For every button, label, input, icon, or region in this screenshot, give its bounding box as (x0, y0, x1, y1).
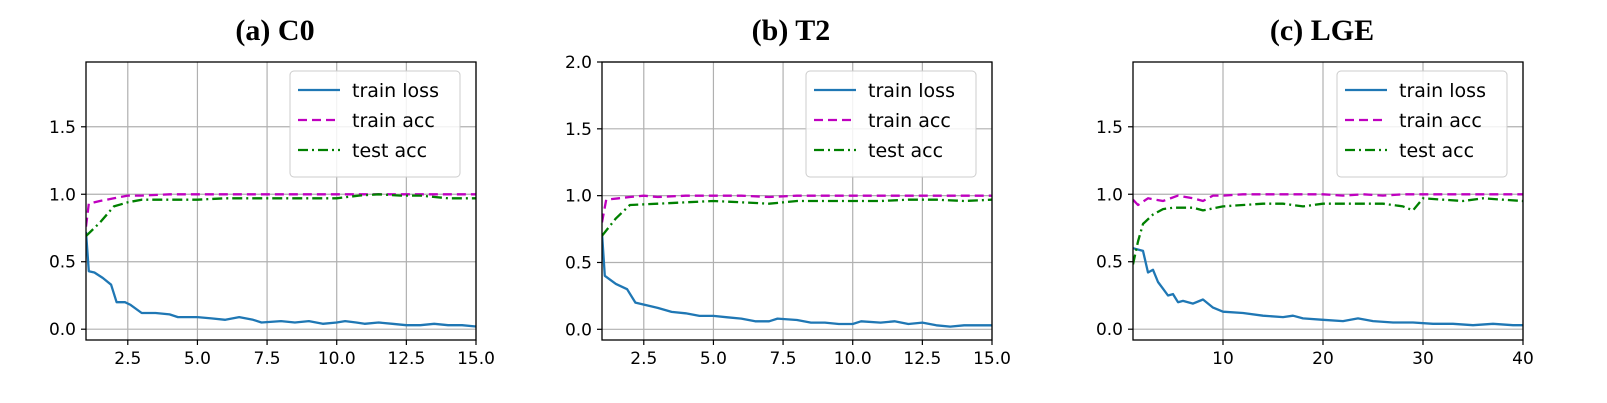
x-tick-label: 12.5 (903, 349, 941, 369)
chart-panel-2: (b) T2 2.5 5.0 7.5 10.0 12.5 15.0 0.0 0.5 1.0 1.5 2… (565, 14, 1011, 369)
y-tick-label: 2.0 (565, 53, 592, 73)
chart-panel-1: (a) C0 2.5 5.0 7.5 10.0 12.5 15.0 0.0 0.5 1.0 1.5 t… (49, 14, 495, 369)
x-tick-label: 10.0 (834, 349, 872, 369)
y-tick-label: 0.5 (565, 253, 592, 273)
legend-label: train acc (352, 110, 435, 132)
legend-label: test acc (868, 140, 943, 162)
series-line-train-loss (1133, 247, 1523, 327)
y-tick-label: 1.0 (49, 185, 76, 205)
x-tick-label: 2.5 (114, 349, 141, 369)
y-tick-label: 0.0 (565, 320, 592, 340)
x-tick-label: 10 (1212, 349, 1234, 369)
x-tick-label: 40 (1512, 349, 1534, 369)
y-tick-label: 1.5 (565, 120, 592, 140)
x-tick-label: 5.0 (184, 349, 211, 369)
series-line-test-acc (1133, 197, 1523, 265)
panel-title: (c) LGE (1270, 14, 1374, 47)
x-tick-label: 5.0 (700, 349, 727, 369)
x-tick-label: 7.5 (770, 349, 797, 369)
series-line-test-acc (86, 193, 476, 237)
legend-label: train loss (1399, 80, 1486, 102)
legend: train loss train acc test acc (289, 70, 461, 178)
plot-frame (85, 61, 477, 341)
plot-frame (1132, 61, 1524, 341)
x-tick-label: 15.0 (457, 349, 495, 369)
x-tick-label: 15.0 (973, 349, 1011, 369)
plot-frame (601, 61, 993, 341)
legend-label: train loss (352, 80, 439, 102)
panel-title: (b) T2 (752, 14, 831, 47)
series-line-train-loss (602, 233, 992, 328)
x-tick-label: 7.5 (254, 349, 281, 369)
series-line-train-acc (1133, 193, 1523, 207)
panel-title: (a) C0 (235, 14, 314, 47)
series-line-train-acc (602, 194, 992, 223)
legend-label: train acc (868, 110, 951, 132)
legend: train loss train acc test acc (1336, 70, 1508, 178)
legend-label: test acc (352, 140, 427, 162)
x-tick-label: 10.0 (318, 349, 356, 369)
series-line-test-acc (602, 198, 992, 237)
series-line-train-acc (86, 193, 476, 227)
y-tick-label: 0.5 (49, 253, 76, 273)
x-tick-label: 2.5 (630, 349, 657, 369)
y-tick-label: 0.0 (49, 320, 76, 340)
legend-label: train acc (1399, 110, 1482, 132)
y-tick-label: 1.0 (565, 187, 592, 207)
x-tick-label: 20 (1312, 349, 1334, 369)
legend-label: test acc (1399, 140, 1474, 162)
y-tick-label: 1.0 (1096, 185, 1123, 205)
y-tick-label: 0.5 (1096, 253, 1123, 273)
y-tick-label: 1.5 (49, 118, 76, 138)
series-line-train-loss (86, 231, 476, 328)
x-tick-label: 12.5 (387, 349, 425, 369)
x-tick-label: 30 (1412, 349, 1434, 369)
y-tick-label: 1.5 (1096, 118, 1123, 138)
legend-label: train loss (868, 80, 955, 102)
y-tick-label: 0.0 (1096, 320, 1123, 340)
legend: train loss train acc test acc (805, 70, 977, 178)
